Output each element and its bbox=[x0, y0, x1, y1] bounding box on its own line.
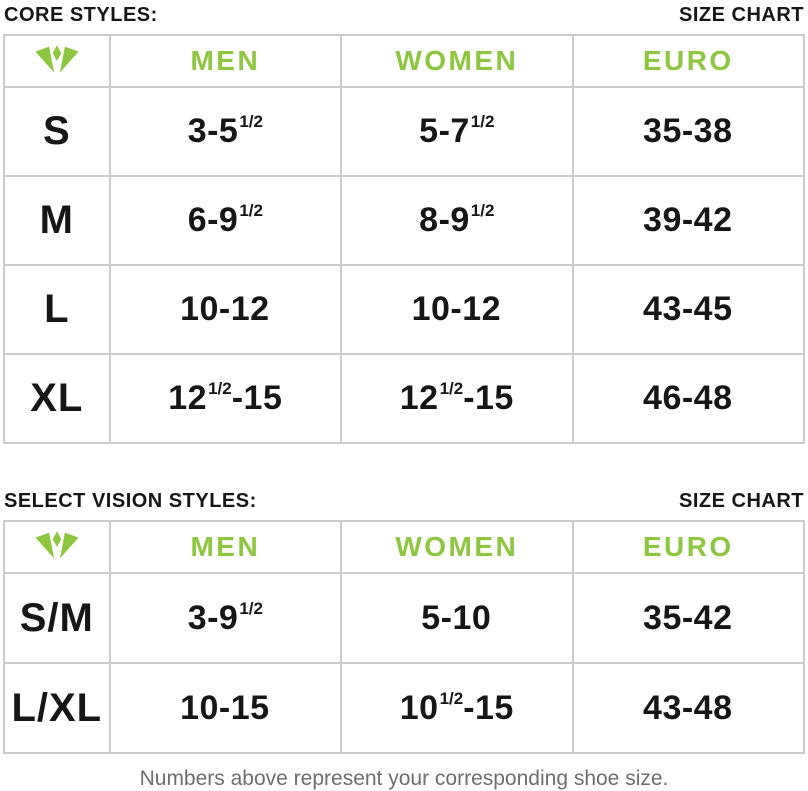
logo-cell bbox=[3, 520, 111, 574]
swiftwick-logo-icon bbox=[35, 531, 79, 559]
size-label: S bbox=[3, 86, 111, 177]
fraction-superscript: 1/2 bbox=[470, 201, 495, 221]
header-row: MEN WOMEN EURO bbox=[3, 34, 806, 88]
value-text: 10-15 bbox=[180, 688, 270, 727]
men-value: 6-91/2 bbox=[108, 175, 343, 266]
fraction-superscript: 1/2 bbox=[470, 112, 495, 132]
value-text: -15 bbox=[463, 688, 514, 727]
select-vision-styles-section: SELECT VISION STYLES: SIZE CHART MEN WOM… bbox=[3, 488, 806, 754]
table-row: M 6-91/2 8-91/2 39-42 bbox=[3, 175, 806, 266]
men-value: 10-12 bbox=[108, 264, 343, 355]
value-text: 43-48 bbox=[643, 688, 733, 727]
column-header-women: WOMEN bbox=[340, 520, 574, 574]
table-row: L/XL 10-15 101/2-15 43-48 bbox=[3, 662, 806, 754]
section-header: SELECT VISION STYLES: SIZE CHART bbox=[3, 488, 805, 520]
value-text: 10-12 bbox=[411, 290, 502, 328]
value-text: 5-10 bbox=[421, 598, 492, 637]
value-text: 3-9 bbox=[187, 598, 239, 637]
women-value: 121/2-15 bbox=[340, 353, 574, 444]
size-label: L bbox=[3, 264, 111, 355]
swiftwick-logo-icon bbox=[35, 45, 79, 73]
value-text: 8-9 bbox=[419, 201, 470, 239]
footer-note: Numbers above represent your correspondi… bbox=[139, 767, 669, 790]
size-label: M bbox=[3, 175, 111, 266]
value-text: 46-48 bbox=[643, 379, 733, 417]
women-value: 5-10 bbox=[340, 572, 574, 664]
core-styles-section: CORE STYLES: SIZE CHART MEN WOMEN EUR bbox=[3, 2, 806, 444]
table-row: L 10-12 10-12 43-45 bbox=[3, 264, 806, 355]
table-row: S 3-51/2 5-71/2 35-38 bbox=[3, 86, 806, 177]
fraction-superscript: 1/2 bbox=[439, 688, 464, 708]
women-value: 5-71/2 bbox=[340, 86, 574, 177]
value-text: 12 bbox=[399, 379, 439, 417]
value-text: 35-38 bbox=[643, 112, 733, 150]
men-value: 10-15 bbox=[108, 662, 343, 754]
fraction-superscript: 1/2 bbox=[239, 598, 263, 618]
core-styles-table: MEN WOMEN EURO S 3-51/2 5-71/2 35-38 M 6… bbox=[3, 34, 806, 444]
column-header-men: MEN bbox=[108, 520, 343, 574]
column-header-euro: EURO bbox=[571, 34, 806, 88]
fraction-superscript: 1/2 bbox=[239, 112, 263, 132]
women-value: 8-91/2 bbox=[340, 175, 574, 266]
section-header: CORE STYLES: SIZE CHART bbox=[3, 2, 805, 34]
euro-value: 46-48 bbox=[571, 353, 806, 444]
value-text: 39-42 bbox=[643, 201, 733, 239]
value-text: -15 bbox=[463, 379, 514, 417]
men-value: 3-51/2 bbox=[108, 86, 343, 177]
size-chart-label: SIZE CHART bbox=[679, 490, 804, 512]
size-label: L/XL bbox=[3, 662, 111, 754]
size-chart-label: SIZE CHART bbox=[679, 4, 804, 26]
table-row: XL 121/2-15 121/2-15 46-48 bbox=[3, 353, 806, 444]
men-value: 121/2-15 bbox=[108, 353, 343, 444]
value-text: 10 bbox=[399, 688, 439, 727]
euro-value: 43-45 bbox=[571, 264, 806, 355]
section-title: SELECT VISION STYLES: bbox=[4, 490, 257, 512]
value-text: 5-7 bbox=[419, 112, 470, 150]
size-label: S/M bbox=[3, 572, 111, 664]
table-row: S/M 3-91/2 5-10 35-42 bbox=[3, 572, 806, 664]
fraction-superscript: 1/2 bbox=[439, 379, 464, 399]
header-row: MEN WOMEN EURO bbox=[3, 520, 806, 574]
fraction-superscript: 1/2 bbox=[208, 379, 232, 399]
section-title: CORE STYLES: bbox=[4, 4, 158, 26]
women-value: 10-12 bbox=[340, 264, 574, 355]
value-text: -15 bbox=[231, 379, 283, 417]
men-value: 3-91/2 bbox=[108, 572, 343, 664]
column-header-men: MEN bbox=[108, 34, 343, 88]
size-label: XL bbox=[3, 353, 111, 444]
euro-value: 35-38 bbox=[571, 86, 806, 177]
value-text: 6-9 bbox=[187, 201, 239, 239]
value-text: 3-5 bbox=[187, 112, 239, 150]
fraction-superscript: 1/2 bbox=[239, 201, 263, 221]
women-value: 101/2-15 bbox=[340, 662, 574, 754]
value-text: 35-42 bbox=[643, 598, 733, 637]
euro-value: 43-48 bbox=[571, 662, 806, 754]
column-header-women: WOMEN bbox=[340, 34, 574, 88]
select-vision-styles-table: MEN WOMEN EURO S/M 3-91/2 5-10 35-42 L/X… bbox=[3, 520, 806, 754]
value-text: 12 bbox=[168, 379, 208, 417]
euro-value: 39-42 bbox=[571, 175, 806, 266]
euro-value: 35-42 bbox=[571, 572, 806, 664]
value-text: 10-12 bbox=[180, 290, 270, 328]
logo-cell bbox=[3, 34, 111, 88]
column-header-euro: EURO bbox=[571, 520, 806, 574]
value-text: 43-45 bbox=[643, 290, 733, 328]
